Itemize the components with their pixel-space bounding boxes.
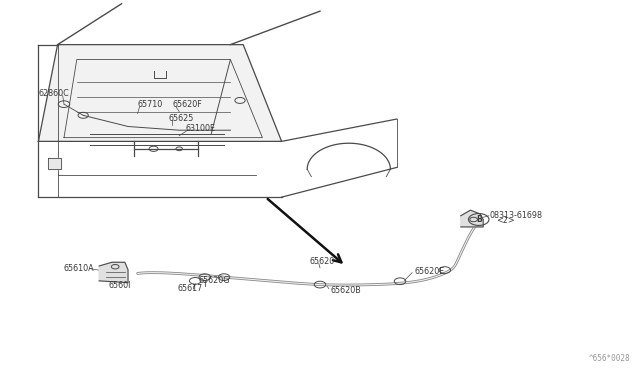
- Polygon shape: [99, 262, 128, 283]
- Polygon shape: [38, 45, 282, 141]
- Text: 62860C: 62860C: [38, 89, 69, 98]
- Text: 65710: 65710: [138, 100, 163, 109]
- Text: 65620: 65620: [310, 257, 335, 266]
- Text: 6560l: 6560l: [109, 281, 131, 290]
- Polygon shape: [48, 158, 61, 169]
- Text: 65620B: 65620B: [330, 286, 361, 295]
- Text: ^656*0028: ^656*0028: [589, 354, 630, 363]
- Text: 65617: 65617: [178, 284, 203, 293]
- Text: 65610A: 65610A: [64, 264, 95, 273]
- Text: 65620G: 65620G: [198, 276, 230, 285]
- Polygon shape: [461, 210, 483, 227]
- Text: 65620F: 65620F: [173, 100, 202, 109]
- Text: 08313-61698: 08313-61698: [490, 211, 543, 219]
- Text: 65620E: 65620E: [415, 267, 445, 276]
- Text: B: B: [476, 215, 481, 224]
- Text: 63100E: 63100E: [186, 124, 216, 133]
- Text: <2>: <2>: [496, 216, 515, 225]
- Text: 65625: 65625: [169, 114, 195, 123]
